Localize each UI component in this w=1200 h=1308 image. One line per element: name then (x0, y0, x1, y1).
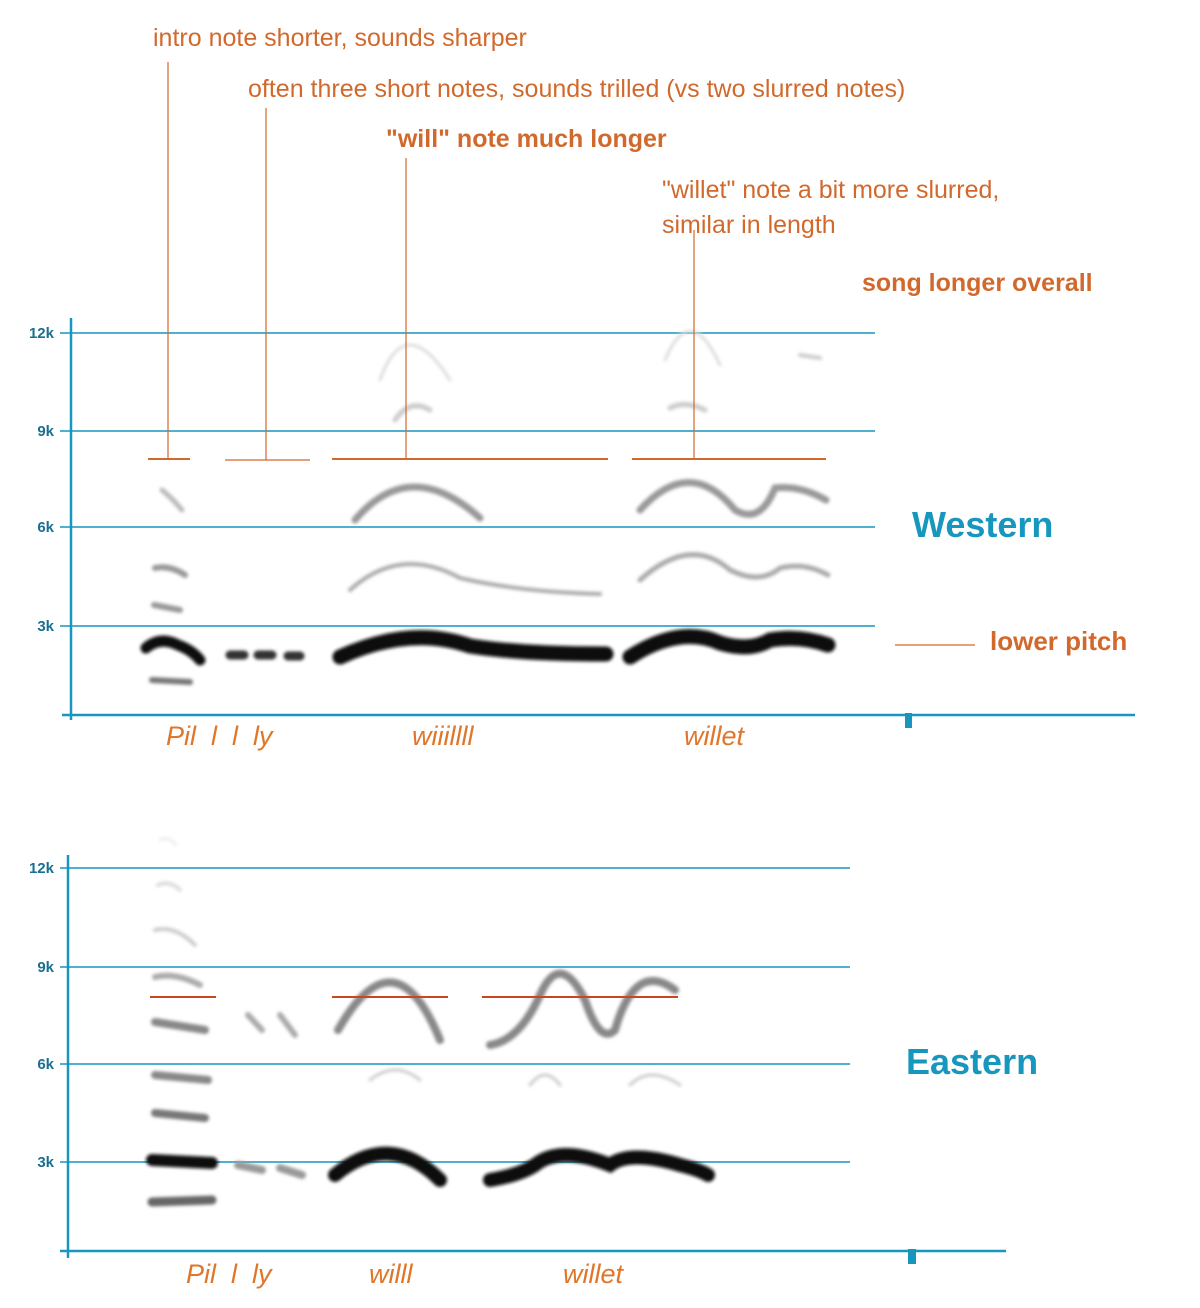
eastern-title: Eastern (906, 1041, 1039, 1082)
annotation-lower-pitch: lower pitch (990, 626, 1128, 656)
annotation-song-longer: song longer overall (862, 269, 1093, 297)
annotation-willet-line1: "willet" note a bit more slurred, (662, 176, 1000, 204)
western-ytick-12k: 12k (29, 325, 55, 342)
western-syllable-willet: willet (684, 721, 745, 751)
western-axes (60, 318, 1135, 728)
western-syllable-pilly: Pil l l ly (166, 721, 273, 751)
eastern-ytick-12k: 12k (29, 860, 55, 877)
eastern-syllable-will: willl (369, 1259, 413, 1289)
western-syllable-will: wiiillll (412, 721, 474, 751)
western-title: Western (912, 504, 1054, 545)
western-ytick-3k: 3k (37, 618, 54, 635)
annotation-willet-line2: similar in length (662, 211, 836, 239)
western-ytick-6k: 6k (37, 519, 54, 536)
annotation-three-notes: often three short notes, sounds trilled … (248, 75, 906, 103)
western-annotation-lines (148, 62, 975, 646)
eastern-ytick-3k: 3k (37, 1154, 54, 1171)
eastern-y-tick-labels: 12k 9k 6k 3k (29, 860, 55, 1171)
eastern-spectrogram (146, 836, 715, 1207)
western-y-tick-labels: 12k 9k 6k 3k (29, 325, 55, 635)
annotation-intro: intro note shorter, sounds sharper (153, 24, 527, 52)
eastern-syllable-pilly: Pil l ly (186, 1259, 272, 1289)
eastern-ytick-6k: 6k (37, 1056, 54, 1073)
annotation-will-note: "will" note much longer (386, 125, 667, 153)
western-spectrogram (140, 329, 836, 685)
eastern-ytick-9k: 9k (37, 959, 54, 976)
western-ytick-9k: 9k (37, 423, 54, 440)
eastern-syllable-willet: willet (563, 1259, 624, 1289)
